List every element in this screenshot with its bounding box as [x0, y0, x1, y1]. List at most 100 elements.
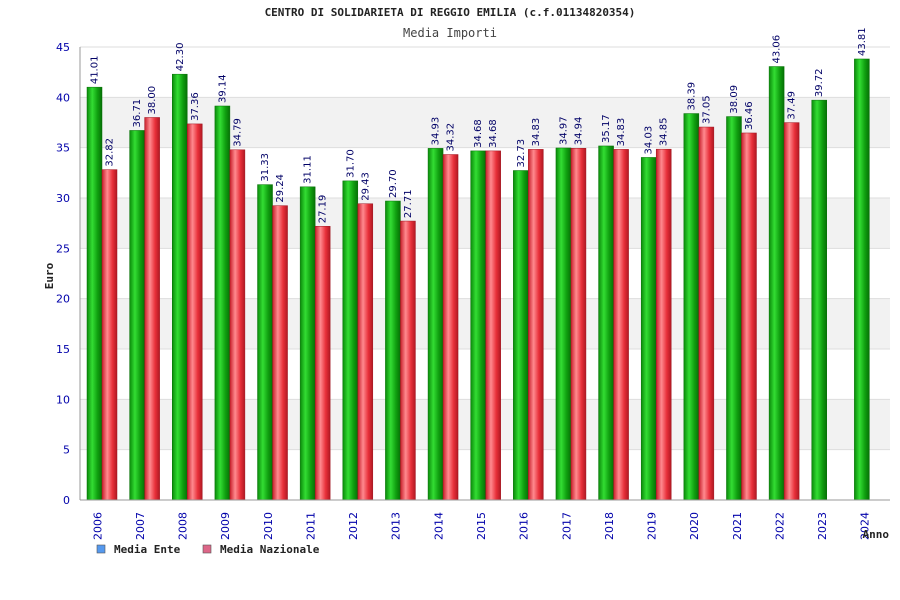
data-label: 29.70: [388, 169, 399, 198]
data-label: 36.71: [132, 99, 143, 128]
data-label: 34.93: [431, 117, 442, 146]
data-label: 27.71: [403, 189, 414, 218]
legend-label-media-ente: Media Ente: [114, 543, 181, 556]
plot-band: [80, 47, 890, 98]
bar-media-nazionale-2014: [442, 154, 459, 501]
bar-media-ente-2018: [598, 145, 614, 501]
x-tick-label: 2017: [560, 512, 573, 540]
data-label: 34.32: [446, 123, 457, 152]
chart-subtitle: Media Importi: [403, 26, 497, 40]
data-labels: 41.01 32.82 36.71 38.00 42.30 37.36 39.14 34.79…: [90, 27, 868, 223]
x-tick-label: 2008: [177, 512, 190, 540]
data-label: 37.49: [787, 91, 798, 120]
bar-media-ente-2011: [299, 186, 316, 501]
bar-media-nazionale-2010: [272, 205, 288, 501]
data-label: 38.00: [147, 86, 158, 115]
data-label: 34.03: [644, 126, 655, 155]
x-tick-label: 2024: [859, 512, 872, 540]
bar-media-nazionale-2007: [144, 117, 160, 501]
legend-swatch-media-ente: [96, 544, 106, 554]
data-label: 42.30: [175, 43, 186, 72]
bar-media-nazionale-2011: [314, 226, 331, 501]
legend-label-media-nazionale: Media Nazionale: [220, 543, 320, 556]
legend-swatch-media-nazionale: [202, 544, 212, 554]
y-axis-label: Euro: [43, 262, 56, 289]
bar-media-nazionale-2020: [698, 126, 715, 501]
x-tick-label: 2015: [475, 512, 488, 540]
data-label: 34.79: [232, 118, 243, 147]
data-label: 27.19: [318, 195, 329, 224]
data-label: 34.68: [488, 119, 499, 148]
y-tick-label: 5: [63, 444, 70, 457]
y-tick-label: 45: [56, 41, 70, 54]
x-axis-label: Anno: [863, 528, 890, 541]
bar-media-nazionale-2021: [741, 132, 757, 501]
bar-media-ente-2023: [811, 99, 827, 501]
x-tick-label: 2012: [347, 512, 360, 540]
y-axis-ticks: 0 5 10 15 20 25 30 35 40 45: [56, 41, 70, 507]
legend: Media Ente Media Nazionale: [96, 543, 320, 556]
x-tick-label: 2022: [773, 512, 786, 540]
bar-media-nazionale-2016: [528, 149, 544, 501]
bar-media-nazionale-2008: [187, 123, 203, 501]
x-tick-label: 2013: [390, 512, 403, 540]
x-tick-label: 2021: [731, 512, 744, 540]
x-tick-label: 2010: [262, 512, 275, 540]
x-tick-label: 2018: [603, 512, 616, 540]
y-tick-label: 25: [56, 242, 70, 255]
data-label: 34.94: [573, 117, 584, 146]
data-label: 32.73: [516, 139, 527, 168]
x-axis-ticks: 2006 2007 2008 2009 2010 2011 2012 2013 2014 2015…: [91, 512, 871, 540]
bar-media-nazionale-2015: [485, 150, 501, 501]
bar-media-ente-2010: [257, 184, 273, 501]
y-tick-label: 35: [56, 142, 70, 155]
data-label: 43.81: [857, 27, 868, 56]
y-tick-label: 40: [56, 91, 70, 104]
x-tick-label: 2011: [304, 512, 317, 540]
bar-media-ente-2006: [86, 86, 103, 501]
bars: [86, 58, 870, 501]
x-tick-label: 2016: [518, 512, 531, 540]
data-label: 38.09: [729, 85, 740, 114]
data-label: 31.11: [303, 155, 314, 184]
data-label: 39.14: [217, 74, 228, 103]
data-label: 41.01: [90, 56, 101, 85]
bar-media-nazionale-2006: [101, 169, 118, 501]
x-tick-label: 2023: [816, 512, 829, 540]
x-tick-label: 2020: [688, 512, 701, 540]
x-tick-label: 2009: [219, 512, 232, 540]
data-label: 37.36: [190, 92, 201, 121]
data-label: 34.68: [473, 119, 484, 148]
bar-media-ente-2015: [470, 150, 486, 501]
bar-media-ente-2024: [854, 58, 870, 501]
bar-media-ente-2022: [768, 66, 785, 501]
bar-media-ente-2014: [427, 148, 444, 501]
y-tick-label: 20: [56, 293, 70, 306]
data-label: 34.97: [558, 116, 569, 145]
data-label: 34.83: [531, 118, 542, 147]
data-label: 37.05: [701, 95, 712, 124]
data-label: 32.82: [105, 138, 116, 167]
x-tick-label: 2019: [646, 512, 659, 540]
bar-media-ente-2020: [683, 113, 700, 501]
bar-media-ente-2016: [513, 170, 529, 501]
data-label: 43.06: [772, 35, 783, 64]
y-tick-label: 0: [63, 494, 70, 507]
bar-media-ente-2021: [726, 116, 742, 501]
bar-media-nazionale-2017: [570, 148, 587, 501]
bar-media-ente-2008: [172, 73, 188, 501]
bar-media-ente-2013: [385, 200, 401, 501]
bar-media-nazionale-2013: [400, 220, 416, 501]
bar-media-ente-2019: [640, 157, 657, 501]
bar-media-ente-2012: [342, 180, 359, 501]
x-tick-label: 2007: [134, 512, 147, 540]
x-tick-label: 2014: [432, 512, 445, 540]
bar-media-nazionale-2019: [655, 148, 672, 501]
bar-media-ente-2007: [129, 130, 145, 501]
bar-media-nazionale-2009: [229, 149, 246, 501]
data-label: 29.24: [275, 174, 286, 203]
bar-media-nazionale-2022: [783, 122, 800, 501]
data-label: 34.85: [659, 118, 670, 147]
x-tick-label: 2006: [91, 512, 104, 540]
